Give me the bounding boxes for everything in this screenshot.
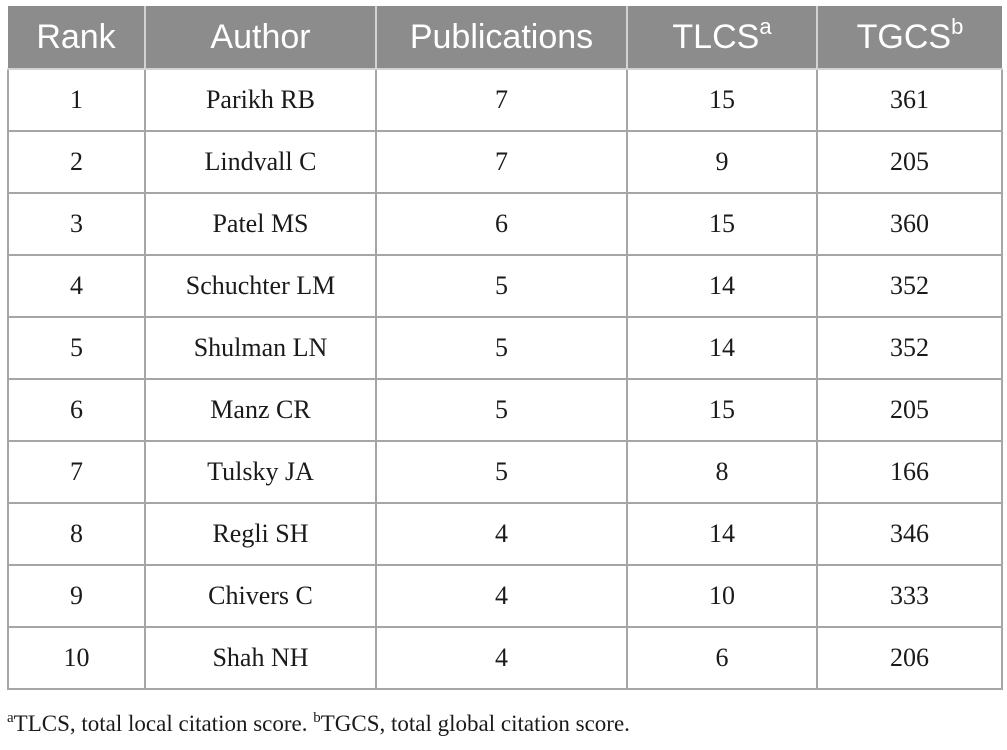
cell-author: Lindvall C	[144, 130, 377, 194]
cell-tgcs: 205	[816, 378, 1003, 442]
footnote-b-mark: b	[313, 710, 321, 726]
cell-tlcs: 15	[626, 192, 818, 256]
header-author-label: Author	[210, 17, 311, 56]
cell-tlcs: 14	[626, 254, 818, 318]
header-rank: Rank	[8, 6, 146, 70]
cell-publications: 4	[375, 564, 628, 628]
cell-tgcs: 166	[816, 440, 1003, 504]
cell-rank: 7	[7, 440, 146, 504]
cell-rank: 1	[7, 68, 146, 132]
cell-author: Tulsky JA	[144, 440, 377, 504]
cell-tgcs: 352	[816, 254, 1003, 318]
header-tgcs: TGCSb	[816, 6, 1002, 70]
cell-author: Regli SH	[144, 502, 377, 566]
cell-tgcs: 346	[816, 502, 1003, 566]
cell-tgcs: 361	[816, 68, 1003, 132]
cell-tlcs: 14	[626, 502, 818, 566]
cell-author: Shah NH	[144, 626, 377, 690]
table-row: 10 Shah NH 4 6 206	[7, 626, 1003, 690]
cell-publications: 6	[375, 192, 628, 256]
cell-rank: 6	[7, 378, 146, 442]
footnote-a-mark: a	[7, 710, 14, 726]
cell-publications: 7	[375, 68, 628, 132]
header-publications: Publications	[375, 6, 628, 70]
header-tgcs-footnote-mark: b	[951, 13, 964, 39]
header-tlcs: TLCSa	[626, 6, 818, 70]
table-row: 5 Shulman LN 5 14 352	[7, 316, 1003, 380]
cell-publications: 5	[375, 440, 628, 504]
cell-tlcs: 15	[626, 68, 818, 132]
cell-rank: 9	[7, 564, 146, 628]
cell-publications: 4	[375, 502, 628, 566]
table-row: 9 Chivers C 4 10 333	[7, 564, 1003, 628]
cell-tlcs: 15	[626, 378, 818, 442]
table-row: 1 Parikh RB 7 15 361	[7, 68, 1003, 132]
footnote-a-text: TLCS, total local citation score.	[13, 711, 314, 736]
cell-publications: 4	[375, 626, 628, 690]
header-rank-label: Rank	[36, 17, 116, 56]
cell-author: Manz CR	[144, 378, 377, 442]
table-row: 7 Tulsky JA 5 8 166	[7, 440, 1003, 504]
header-row: Rank Author Publications TLCSa TGCSb	[8, 6, 1002, 70]
cell-publications: 5	[375, 378, 628, 442]
cell-author: Shulman LN	[144, 316, 377, 380]
cell-author: Patel MS	[144, 192, 377, 256]
header-tlcs-footnote-mark: a	[759, 13, 772, 39]
header-tgcs-label: TGCS	[856, 17, 952, 56]
cell-publications: 7	[375, 130, 628, 194]
cell-tlcs: 10	[626, 564, 818, 628]
cell-rank: 3	[7, 192, 146, 256]
cell-publications: 5	[375, 254, 628, 318]
table-row: 2 Lindvall C 7 9 205	[7, 130, 1003, 194]
footnote-b-text: TGCS, total global citation score.	[320, 711, 630, 736]
cell-author: Chivers C	[144, 564, 377, 628]
author-table-container: Rank Author Publications TLCSa TGCSb 1 P…	[7, 6, 1003, 690]
cell-tlcs: 9	[626, 130, 818, 194]
top-authors-table: Rank Author Publications TLCSa TGCSb 1 P…	[7, 6, 1003, 690]
table-row: 6 Manz CR 5 15 205	[7, 378, 1003, 442]
table-row: 3 Patel MS 6 15 360	[7, 192, 1003, 256]
table-body: 1 Parikh RB 7 15 361 2 Lindvall C 7 9 20…	[7, 68, 1003, 690]
cell-rank: 8	[7, 502, 146, 566]
cell-tgcs: 360	[816, 192, 1003, 256]
cell-tlcs: 14	[626, 316, 818, 380]
cell-tgcs: 352	[816, 316, 1003, 380]
table-footnote: aTLCS, total local citation score. bTGCS…	[7, 711, 630, 737]
header-tlcs-label: TLCS	[672, 17, 760, 56]
cell-publications: 5	[375, 316, 628, 380]
cell-rank: 4	[7, 254, 146, 318]
cell-author: Schuchter LM	[144, 254, 377, 318]
header-author: Author	[144, 6, 377, 70]
cell-rank: 5	[7, 316, 146, 380]
cell-tlcs: 6	[626, 626, 818, 690]
cell-tgcs: 205	[816, 130, 1003, 194]
table-row: 4 Schuchter LM 5 14 352	[7, 254, 1003, 318]
cell-rank: 10	[7, 626, 146, 690]
cell-tgcs: 333	[816, 564, 1003, 628]
table-row: 8 Regli SH 4 14 346	[7, 502, 1003, 566]
table-header: Rank Author Publications TLCSa TGCSb	[8, 6, 1002, 70]
cell-author: Parikh RB	[144, 68, 377, 132]
cell-rank: 2	[7, 130, 146, 194]
cell-tlcs: 8	[626, 440, 818, 504]
header-publications-label: Publications	[409, 17, 594, 56]
cell-tgcs: 206	[816, 626, 1003, 690]
